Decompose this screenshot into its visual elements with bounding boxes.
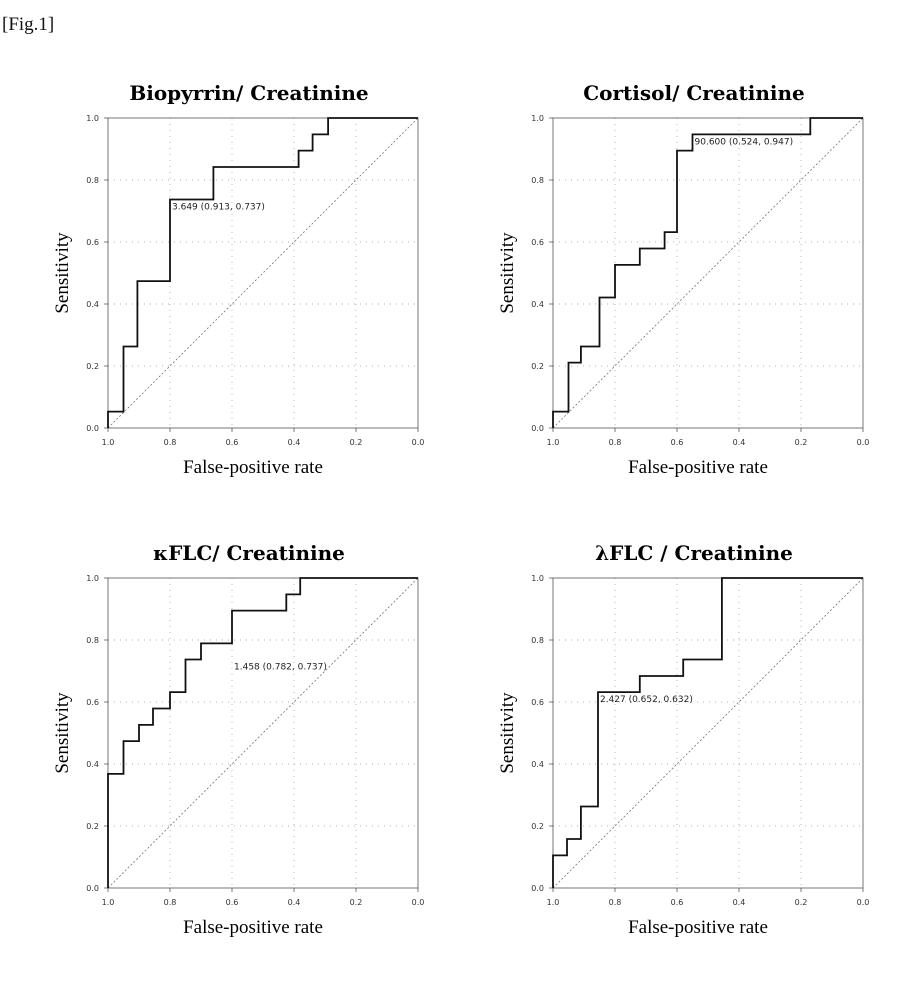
x-tick-label: 1.0 <box>102 438 115 447</box>
chart-title: κFLC/ Creatinine <box>153 541 345 565</box>
x-tick-label: 0.0 <box>857 438 870 447</box>
x-tick-label: 0.2 <box>350 898 363 907</box>
x-tick-label: 0.8 <box>609 438 622 447</box>
chance-diagonal <box>553 578 863 888</box>
x-tick-label: 0.0 <box>412 438 425 447</box>
x-tick-label: 0.2 <box>350 438 363 447</box>
x-axis-label: False-positive rate <box>628 917 768 938</box>
chance-diagonal <box>553 118 863 428</box>
y-tick-label: 0.4 <box>86 300 99 309</box>
y-tick-label: 0.4 <box>531 760 544 769</box>
cutoff-annotation: 2.427 (0.652, 0.632) <box>600 695 693 705</box>
x-tick-label: 0.2 <box>795 438 808 447</box>
chart-title: Biopyrrin/ Creatinine <box>129 81 368 105</box>
x-tick-label: 0.0 <box>857 898 870 907</box>
roc-panel-lambda-flc: λFLC / Creatinine 1.0 0.8 0.6 0.4 0.2 0.0 0.0 0.… <box>485 530 921 970</box>
x-tick-label: 0.4 <box>733 438 746 447</box>
x-tick-label: 0.4 <box>733 898 746 907</box>
y-tick-label: 0.0 <box>86 884 99 893</box>
y-tick-label: 0.0 <box>531 884 544 893</box>
y-tick-label: 1.0 <box>531 114 544 123</box>
y-tick-label: 0.0 <box>86 424 99 433</box>
y-axis-label: Sensitivity <box>497 232 518 314</box>
y-tick-label: 0.4 <box>86 760 99 769</box>
y-tick-label: 0.6 <box>86 238 99 247</box>
x-tick-label: 0.6 <box>226 438 239 447</box>
y-tick-label: 0.0 <box>531 424 544 433</box>
y-tick-label: 0.8 <box>86 176 99 185</box>
x-tick-label: 0.4 <box>288 438 301 447</box>
x-tick-label: 0.0 <box>412 898 425 907</box>
cutoff-annotation: 3.649 (0.913, 0.737) <box>172 203 265 213</box>
y-axis-label: Sensitivity <box>52 232 73 314</box>
x-tick-label: 0.8 <box>164 438 177 447</box>
y-tick-label: 0.6 <box>531 698 544 707</box>
x-tick-label: 0.6 <box>226 898 239 907</box>
x-tick-label: 1.0 <box>547 898 560 907</box>
y-tick-label: 0.2 <box>531 362 544 371</box>
x-tick-label: 0.2 <box>795 898 808 907</box>
roc-chart-svg: Biopyrrin/ Creatinine 1.0 0.8 0.6 0.4 0.2 0.0 0… <box>40 70 480 510</box>
x-tick-label: 1.0 <box>102 898 115 907</box>
roc-chart-svg: Cortisol/ Creatinine 1.0 0.8 0.6 0.4 0.2 0.0 0.… <box>485 70 921 510</box>
y-tick-label: 0.8 <box>531 636 544 645</box>
y-axis-label: Sensitivity <box>497 692 518 774</box>
figure-label: [Fig.1] <box>2 14 54 36</box>
chance-diagonal <box>108 578 418 888</box>
y-tick-label: 0.4 <box>531 300 544 309</box>
chart-title: Cortisol/ Creatinine <box>583 81 804 105</box>
x-tick-label: 0.8 <box>609 898 622 907</box>
y-tick-label: 0.8 <box>531 176 544 185</box>
x-axis-label: False-positive rate <box>183 457 323 478</box>
roc-chart-svg: λFLC / Creatinine 1.0 0.8 0.6 0.4 0.2 0.0 0.0 0.… <box>485 530 921 970</box>
y-tick-label: 0.8 <box>86 636 99 645</box>
y-axis-label: Sensitivity <box>52 692 73 774</box>
chance-diagonal <box>108 118 418 428</box>
y-tick-label: 1.0 <box>86 574 99 583</box>
x-tick-label: 0.6 <box>671 438 684 447</box>
roc-panel-biopyrrin: Biopyrrin/ Creatinine 1.0 0.8 0.6 0.4 0.2 0.0 0… <box>40 70 480 510</box>
x-tick-label: 0.4 <box>288 898 301 907</box>
x-axis-label: False-positive rate <box>183 917 323 938</box>
cutoff-annotation: 90.600 (0.524, 0.947) <box>695 137 794 147</box>
y-tick-label: 0.6 <box>86 698 99 707</box>
roc-panel-kappa-flc: κFLC/ Creatinine 1.0 0.8 0.6 0.4 0.2 0.0 0.0 0.2… <box>40 530 480 970</box>
y-tick-label: 0.2 <box>86 362 99 371</box>
y-tick-label: 0.6 <box>531 238 544 247</box>
x-axis-label: False-positive rate <box>628 457 768 478</box>
y-tick-label: 1.0 <box>531 574 544 583</box>
chart-title: λFLC / Creatinine <box>595 541 793 565</box>
roc-panel-cortisol: Cortisol/ Creatinine 1.0 0.8 0.6 0.4 0.2 0.0 0.… <box>485 70 921 510</box>
roc-chart-svg: κFLC/ Creatinine 1.0 0.8 0.6 0.4 0.2 0.0 0.0 0.2… <box>40 530 480 970</box>
y-tick-label: 1.0 <box>86 114 99 123</box>
x-tick-label: 0.8 <box>164 898 177 907</box>
cutoff-annotation: 1.458 (0.782, 0.737) <box>234 663 327 673</box>
x-tick-label: 0.6 <box>671 898 684 907</box>
x-tick-label: 1.0 <box>547 438 560 447</box>
y-tick-label: 0.2 <box>86 822 99 831</box>
y-tick-label: 0.2 <box>531 822 544 831</box>
